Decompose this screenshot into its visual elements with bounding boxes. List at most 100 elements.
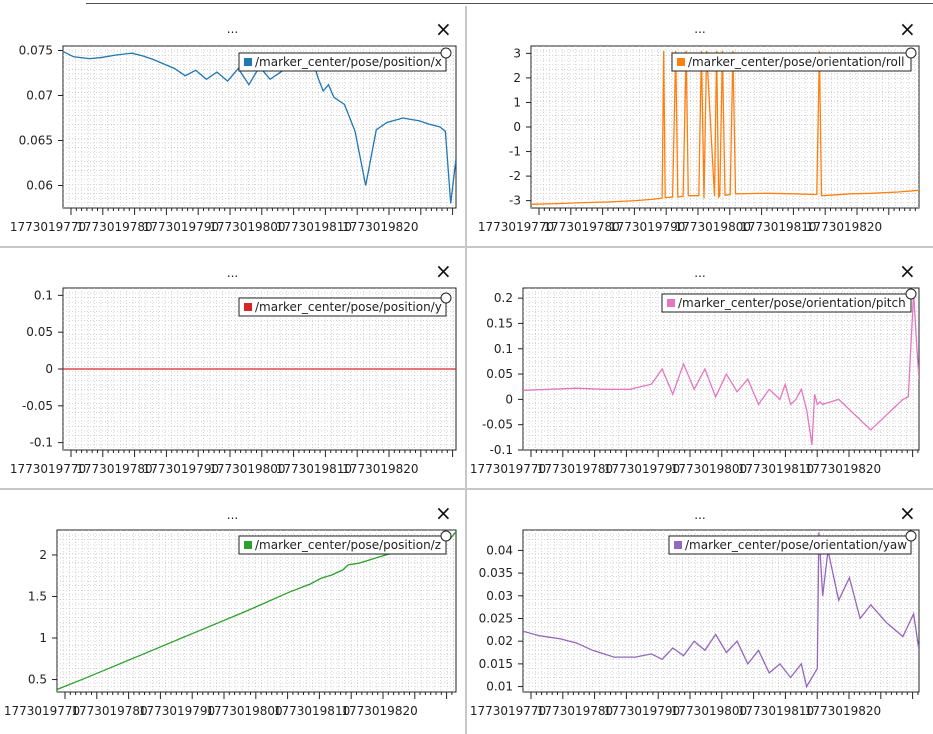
x-tick-label: 1773019800 xyxy=(675,220,751,234)
close-icon[interactable]: × xyxy=(899,17,916,41)
close-icon[interactable]: × xyxy=(435,259,452,283)
y-tick-label: -1 xyxy=(509,145,521,159)
y-tick-label: 0.015 xyxy=(479,657,513,671)
y-tick-label: 0.06 xyxy=(26,179,53,193)
grid xyxy=(523,288,919,450)
plot-area[interactable]: 0.060.0650.070.0751773019770177301978017… xyxy=(0,6,465,246)
legend-label: /marker_center/pose/position/x xyxy=(255,55,442,69)
y-tick-label: 0.5 xyxy=(28,673,47,687)
x-tick-label: 1773019800 xyxy=(671,704,747,718)
panel-splitter-horizontal[interactable] xyxy=(0,488,933,490)
legend-resize-handle[interactable] xyxy=(905,288,917,300)
y-tick-label: 3 xyxy=(513,46,521,60)
legend-label: /marker_center/pose/orientation/yaw xyxy=(685,538,907,552)
plot-panel-orientation-yaw[interactable]: ... × 0.01 0.015 0.02 0.025 0.03 0.035 0.04 177… xyxy=(467,490,933,734)
plot-panel-position-x[interactable]: ... × 0.06 0.065 0.07 0.075 1773019770 177301… xyxy=(0,6,465,246)
legend-box xyxy=(668,535,912,555)
x-tick-label: 1773019820 xyxy=(342,220,418,234)
y-tick-label: 0.1 xyxy=(494,342,513,356)
plot-area[interactable]: 0.01 0.015 0.02 0.025 0.03 0.035 0.04 177301977… xyxy=(467,490,933,734)
x-tick-label: 1773019770 xyxy=(10,220,86,234)
y-tick-label: 0.02 xyxy=(486,634,513,648)
legend-resize-handle[interactable] xyxy=(440,47,452,59)
y-tick-label: -0.05 xyxy=(482,418,513,432)
plot-panel-position-z[interactable]: ... × 0.5 1 1.5 2 1773019770 1773019780 177301… xyxy=(0,490,465,734)
y-tick-label: 0 xyxy=(45,362,53,376)
x-tick-label: 1773019780 xyxy=(537,704,613,718)
legend-resize-handle[interactable] xyxy=(440,530,452,542)
y-tick-label: 0.2 xyxy=(494,291,513,305)
x-tick-label: 1773019800 xyxy=(671,462,747,476)
y-tick-label: 2 xyxy=(513,71,521,85)
plot-panel-position-y[interactable]: ... × -0.1 -0.05 0 0.05 0.1 1773019770 1773019… xyxy=(0,248,465,488)
plot-area[interactable]: -3 -2 -1 0 1 2 3 177301977017730197801773019790… xyxy=(467,6,933,246)
legend-box xyxy=(238,297,447,317)
legend-swatch xyxy=(244,303,252,311)
x-tick-label: 1773019800 xyxy=(209,462,285,476)
close-icon[interactable]: × xyxy=(899,501,916,525)
x-tick-label: 1773019800 xyxy=(209,220,285,234)
y-tick-label: -2 xyxy=(509,169,521,183)
y-tick-label: 1.5 xyxy=(28,589,47,603)
legend-resize-handle[interactable] xyxy=(440,292,452,304)
panel-menu-dots[interactable]: ... xyxy=(226,22,239,36)
y-tick-label: 0 xyxy=(505,392,513,406)
x-tick-label: 1773019790 xyxy=(139,704,215,718)
x-tick-label: 1773019770 xyxy=(4,704,80,718)
series-line xyxy=(531,50,919,205)
close-icon[interactable]: × xyxy=(435,17,452,41)
close-icon[interactable]: × xyxy=(899,259,916,283)
y-tick-label: -0.05 xyxy=(22,399,53,413)
panel-splitter-vertical[interactable] xyxy=(465,6,467,734)
y-tick-label: 0.01 xyxy=(486,680,513,694)
panel-menu-dots[interactable]: ... xyxy=(226,266,239,280)
x-tick-label: 1773019820 xyxy=(806,220,882,234)
x-tick-label: 1773019820 xyxy=(805,704,881,718)
x-tick-label: 1773019780 xyxy=(537,462,613,476)
plot-area[interactable]: -0.1-0.0500.050.10.150.21773019770177301… xyxy=(467,248,933,488)
y-tick-label: -0.1 xyxy=(30,436,53,450)
close-icon[interactable]: × xyxy=(435,501,452,525)
plot-panel-orientation-roll[interactable]: ... × -3 -2 -1 0 1 2 3 1773019770 1773019780 1773… xyxy=(467,6,933,246)
x-tick-label: 1773019810 xyxy=(738,704,814,718)
y-tick-label: 0.065 xyxy=(19,134,53,148)
legend-label: /marker_center/pose/orientation/pitch xyxy=(678,296,906,310)
x-tick-label: 1773019770 xyxy=(10,462,86,476)
panel-menu-dots[interactable]: ... xyxy=(694,266,706,280)
panel-menu-dots[interactable]: ... xyxy=(694,508,706,522)
y-tick-label: 0.1 xyxy=(34,288,53,302)
y-tick-label: -3 xyxy=(509,194,521,208)
y-tick-label: 1 xyxy=(513,95,521,109)
x-tick-label: 1773019820 xyxy=(342,462,418,476)
x-tick-label: 1773019790 xyxy=(604,462,680,476)
y-tick-label: 0.15 xyxy=(486,316,513,330)
grid xyxy=(57,530,456,692)
x-tick-label: 1773019810 xyxy=(740,220,816,234)
plot-area[interactable]: -0.1-0.0500.050.117730197701773019780177… xyxy=(0,248,465,488)
legend-box xyxy=(238,535,447,555)
y-tick-label: 0 xyxy=(513,120,521,134)
plot-area[interactable]: 0.511.5217730197701773019780177301979017… xyxy=(0,490,465,734)
x-tick-label: 1773019770 xyxy=(478,220,554,234)
legend-resize-handle[interactable] xyxy=(905,530,917,542)
y-tick-label: 0.05 xyxy=(26,325,53,339)
legend-swatch xyxy=(667,299,675,307)
legend-box xyxy=(661,293,912,313)
y-tick-label: 0.05 xyxy=(486,367,513,381)
series-line xyxy=(523,532,919,689)
x-tick-label: 1773019790 xyxy=(143,220,219,234)
y-tick-label: 0.035 xyxy=(479,566,513,580)
legend-label: /marker_center/pose/position/y xyxy=(255,300,442,314)
plot-panel-orientation-pitch[interactable]: ... × -0.1 -0.05 0 0.05 0.1 0.15 0.2 1773019770… xyxy=(467,248,933,488)
panel-menu-dots[interactable]: ... xyxy=(226,508,239,522)
legend-swatch xyxy=(244,58,252,66)
panel-menu-dots[interactable]: ... xyxy=(694,22,706,36)
y-tick-label: 0.025 xyxy=(479,611,513,625)
legend-swatch xyxy=(674,541,682,549)
legend-resize-handle[interactable] xyxy=(905,47,917,59)
panel-splitter-horizontal[interactable] xyxy=(0,246,933,248)
y-tick-label: 1 xyxy=(39,631,47,645)
legend-label: /marker_center/pose/position/z xyxy=(255,538,441,552)
y-tick-label: 2 xyxy=(39,548,47,562)
x-tick-label: 1773019770 xyxy=(470,462,546,476)
